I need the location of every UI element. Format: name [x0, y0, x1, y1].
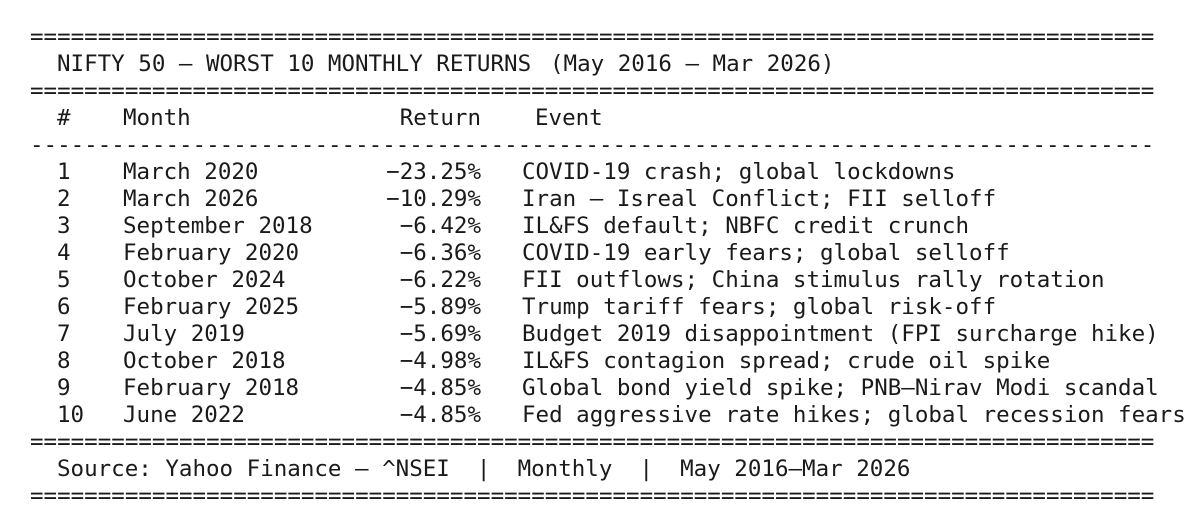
- return-cell: −4.85%: [399, 375, 481, 401]
- rank-cell: 10: [57, 402, 85, 428]
- month-cell: March 2020: [123, 159, 259, 185]
- event-cell: IL&FS default; NBFC credit crunch: [522, 213, 970, 239]
- table-row: 1 March 2020 −23.25% COVID-19 crash; glo…: [30, 159, 1200, 186]
- event-cell: Global bond yield spike; PNB–Nirav Modi …: [522, 375, 1159, 401]
- table-row: 9 February 2018 −4.85% Global bond yield…: [30, 375, 1200, 402]
- month-cell: February 2020: [123, 240, 300, 266]
- month-cell: March 2026: [123, 186, 259, 212]
- table-row: 6 February 2025 −5.89% Trump tariff fear…: [30, 294, 1200, 321]
- month-cell: July 2019: [123, 321, 245, 347]
- title-double-rule: ========================================…: [30, 78, 1155, 104]
- bottom-double-rule: ========================================…: [30, 483, 1155, 509]
- table-row: 3 September 2018 −6.42% IL&FS default; N…: [30, 213, 1200, 240]
- rank-cell: 1: [57, 159, 71, 185]
- month-cell: June 2022: [123, 402, 245, 428]
- event-cell: IL&FS contagion spread; crude oil spike: [522, 348, 1051, 374]
- return-cell: −10.29%: [386, 186, 481, 212]
- event-cell: COVID-19 crash; global lockdowns: [522, 159, 956, 185]
- table-row: 7 July 2019 −5.69% Budget 2019 disappoin…: [30, 321, 1200, 348]
- month-cell: October 2018: [123, 348, 286, 374]
- return-cell: −4.98%: [399, 348, 481, 374]
- event-cell: Budget 2019 disappointment (FPI surcharg…: [522, 321, 1159, 347]
- header-event: Event: [535, 105, 603, 131]
- event-cell: COVID-19 early fears; global selloff: [522, 240, 1010, 266]
- event-cell: Iran – Isreal Conflict; FII selloff: [522, 186, 997, 212]
- event-cell: FII outflows; China stimulus rally rotat…: [522, 267, 1105, 293]
- title-date-range: (May 2016 — Mar 2026): [550, 51, 835, 77]
- table-header-row: # Month Return Event: [30, 105, 1200, 132]
- month-cell: February 2018: [123, 375, 300, 401]
- header-dashed-rule: ----------------------------------------…: [30, 132, 1155, 158]
- title-line: NIFTY 50 — WORST 10 MONTHLY RETURNS (May…: [30, 51, 1200, 78]
- rank-cell: 7: [57, 321, 71, 347]
- rank-cell: 5: [57, 267, 71, 293]
- page-title: NIFTY 50 — WORST 10 MONTHLY RETURNS: [57, 51, 532, 77]
- event-cell: Trump tariff fears; global risk-off: [522, 294, 997, 320]
- rank-cell: 9: [57, 375, 71, 401]
- rank-cell: 2: [57, 186, 71, 212]
- table-row: 5 October 2024 −6.22% FII outflows; Chin…: [30, 267, 1200, 294]
- footer-top-double-rule: ========================================…: [30, 429, 1155, 455]
- return-cell: −6.22%: [399, 267, 481, 293]
- event-cell: Fed aggressive rate hikes; global recess…: [522, 402, 1186, 428]
- top-double-rule: ========================================…: [30, 24, 1155, 50]
- return-cell: −6.42%: [399, 213, 481, 239]
- month-cell: February 2025: [123, 294, 300, 320]
- return-cell: −23.25%: [386, 159, 481, 185]
- return-cell: −6.36%: [399, 240, 481, 266]
- table-row: 10 June 2022 −4.85% Fed aggressive rate …: [30, 402, 1200, 429]
- rank-cell: 4: [57, 240, 71, 266]
- month-cell: October 2024: [123, 267, 286, 293]
- month-cell: September 2018: [123, 213, 313, 239]
- source-line: Source: Yahoo Finance — ^NSEI | Monthly …: [30, 456, 1200, 483]
- table-row: 4 February 2020 −6.36% COVID-19 early fe…: [30, 240, 1200, 267]
- table-row: 8 October 2018 −4.98% IL&FS contagion sp…: [30, 348, 1200, 375]
- return-cell: −5.69%: [399, 321, 481, 347]
- return-cell: −5.89%: [399, 294, 481, 320]
- rank-cell: 8: [57, 348, 71, 374]
- header-month: Month: [123, 105, 191, 131]
- source-text: Source: Yahoo Finance — ^NSEI | Monthly …: [57, 456, 911, 482]
- header-return: Return: [399, 105, 481, 131]
- header-rank: #: [57, 105, 71, 131]
- rank-cell: 6: [57, 294, 71, 320]
- rank-cell: 3: [57, 213, 71, 239]
- return-cell: −4.85%: [399, 402, 481, 428]
- table-row: 2 March 2026 −10.29% Iran – Isreal Confl…: [30, 186, 1200, 213]
